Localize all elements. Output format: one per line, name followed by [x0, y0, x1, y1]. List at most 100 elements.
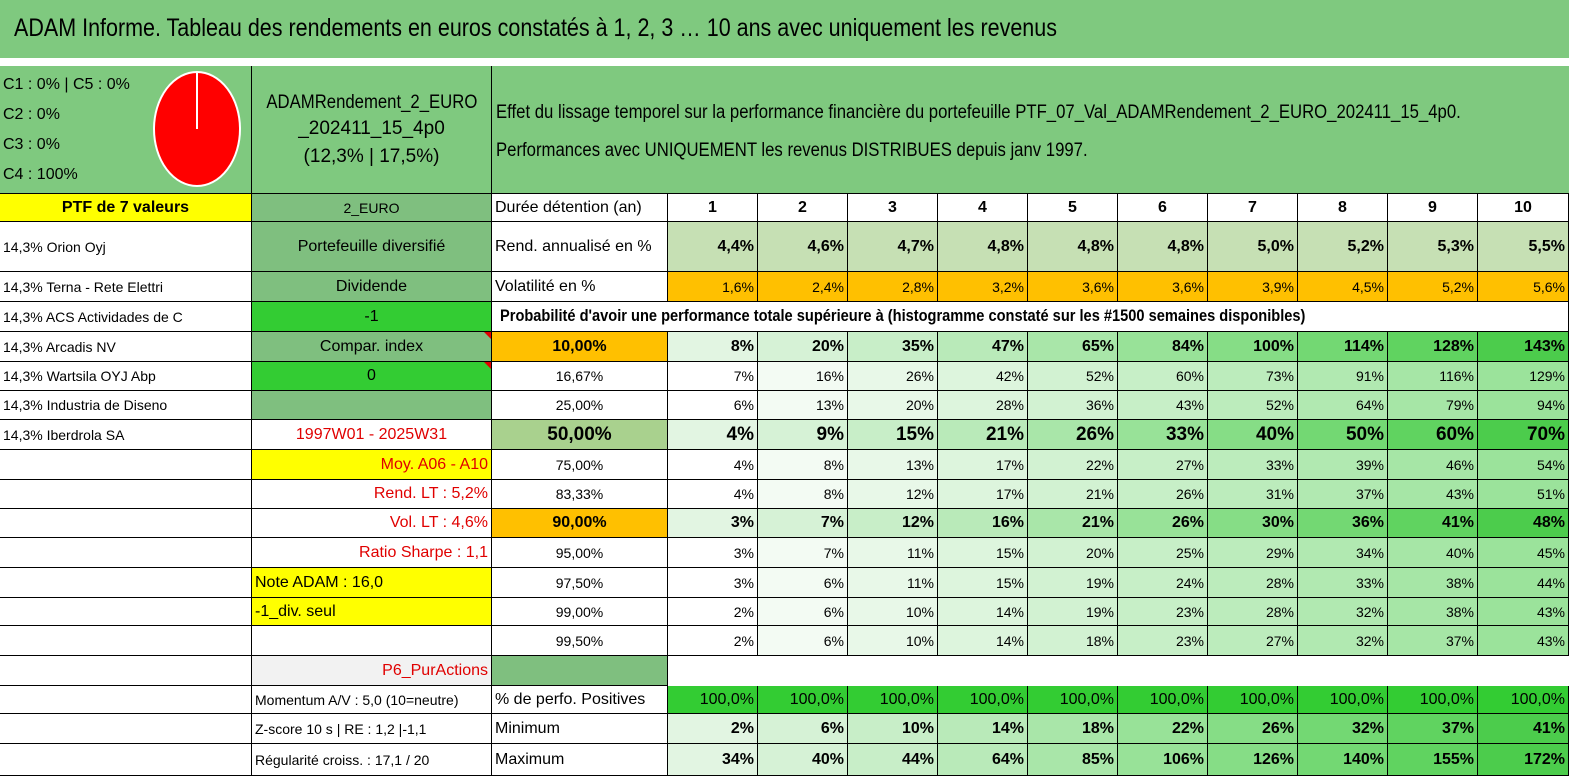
- quantile-value: 51%: [1478, 480, 1569, 509]
- quantile-value: 17%: [938, 450, 1028, 480]
- quantile-label-text: 25,00%: [555, 397, 604, 413]
- vol-value-text: 4,5%: [1352, 278, 1384, 295]
- vol-value: 3,2%: [938, 272, 1028, 302]
- rend-value: 4,7%: [848, 222, 938, 272]
- quantile-value-text: 84%: [1171, 337, 1204, 355]
- quantile-value: 8%: [668, 332, 758, 362]
- ratio-sharpe-text: Ratio Sharpe : 1,1: [359, 543, 488, 561]
- pos-value-text: 100,0%: [969, 690, 1024, 708]
- quantile-value: 143%: [1478, 332, 1569, 362]
- quantile-value: 10%: [848, 626, 938, 656]
- vol-label-text: Volatilité en %: [495, 277, 596, 295]
- year-header-text: 2: [798, 198, 807, 216]
- pos-value: 100,0%: [1478, 686, 1569, 714]
- quantile-value: 60%: [1118, 362, 1208, 391]
- rend-value-text: 4,6%: [807, 237, 844, 255]
- quantile-label-text: 90,00%: [552, 514, 607, 531]
- quantile-value-text: 4%: [733, 486, 754, 502]
- quantile-value: 36%: [1028, 391, 1118, 420]
- compar-index-text: Compar. index: [319, 337, 424, 355]
- quantile-value-text: 35%: [901, 337, 934, 355]
- quantile-value-text: 17%: [995, 486, 1024, 502]
- quantile-value-text: 26%: [1075, 423, 1114, 445]
- max-value: 34%: [668, 744, 758, 776]
- pos-value: 100,0%: [668, 686, 758, 714]
- quantile-value-text: 64%: [1355, 397, 1384, 413]
- quantile-value-text: 15%: [895, 423, 934, 445]
- quantile-value-text: 28%: [995, 397, 1024, 413]
- quantile-value-text: 18%: [1085, 632, 1114, 649]
- pos-value-text: 100,0%: [879, 690, 934, 708]
- rend-value: 5,0%: [1208, 222, 1298, 272]
- quantile-value-text: 45%: [1536, 544, 1565, 561]
- quantile-value: 28%: [1208, 598, 1298, 626]
- fund-stats: (12,3% | 17,5%): [303, 145, 440, 167]
- empty-left-cell: [0, 450, 252, 480]
- quantile-value-text: 11%: [907, 574, 934, 591]
- holding-row: 14,3% Terna - Rete Elettri: [0, 272, 252, 302]
- year-header-text: 7: [1248, 198, 1257, 216]
- quantile-value: 36%: [1298, 509, 1388, 538]
- quantile-value-text: 36%: [1351, 514, 1384, 531]
- quantile-value: 4%: [668, 450, 758, 480]
- quantile-value-text: 23%: [1175, 603, 1204, 620]
- quantile-label-text: 75,00%: [555, 456, 604, 473]
- max-value-text: 34%: [721, 750, 754, 768]
- quantile-value-text: 26%: [1175, 486, 1204, 502]
- quantile-value: 9%: [758, 420, 848, 450]
- portfolio-label-text: PTF de 7 valeurs: [61, 198, 190, 216]
- quantile-value-text: 43%: [1536, 603, 1565, 620]
- quantile-value: 18%: [1028, 626, 1118, 656]
- fund-name-block: ADAMRendement_2_EURO _202411_15_4p0 (12,…: [252, 66, 492, 194]
- blank-row: [668, 656, 1569, 686]
- fund-name-line1: ADAMRendement_2_EURO: [266, 91, 477, 113]
- quantile-value: 39%: [1298, 450, 1388, 480]
- pos-value-text: 100,0%: [1239, 690, 1294, 708]
- quantile-value: 8%: [758, 480, 848, 509]
- min-value-text: 2%: [730, 719, 754, 737]
- portfolio-label: PTF de 7 valeurs: [0, 194, 252, 222]
- quantile-value-text: 38%: [1445, 574, 1474, 591]
- moyenne-label-text: Moy. A06 - A10: [380, 455, 488, 473]
- quantile-value: 65%: [1028, 332, 1118, 362]
- holding-row: 14,3% ACS Actividades de C: [0, 302, 252, 332]
- quantile-value: 37%: [1388, 626, 1478, 656]
- quantile-value-text: 10%: [905, 603, 934, 620]
- max-value-text: 172%: [1524, 750, 1565, 768]
- quantile-value: 24%: [1118, 568, 1208, 598]
- rend-value: 4,4%: [668, 222, 758, 272]
- min-label: Minimum: [492, 714, 668, 744]
- quantile-value-text: 24%: [1175, 574, 1204, 591]
- quantile-value: 32%: [1298, 598, 1388, 626]
- holding-row-text: 14,3% Terna - Rete Elettri: [3, 278, 164, 295]
- quantile-value: 27%: [1118, 450, 1208, 480]
- quantile-value-text: 91%: [1355, 368, 1384, 384]
- quantile-value: 10%: [848, 598, 938, 626]
- rend-value: 5,2%: [1298, 222, 1388, 272]
- quantile-value-text: 7%: [823, 544, 844, 561]
- quantile-value: 25%: [1118, 538, 1208, 568]
- quantile-value: 21%: [938, 420, 1028, 450]
- quantile-value-text: 20%: [905, 397, 934, 413]
- quantile-value-text: 6%: [823, 603, 844, 620]
- quantile-value-text: 20%: [1085, 544, 1114, 561]
- quantile-value: 13%: [758, 391, 848, 420]
- quantile-value-text: 28%: [1265, 574, 1294, 591]
- quantile-value: 26%: [1028, 420, 1118, 450]
- holding-row: 14,3% Industria de Diseno: [0, 391, 252, 420]
- quantile-value: 40%: [1388, 538, 1478, 568]
- quantile-value-text: 143%: [1524, 337, 1565, 355]
- quantile-value: 4%: [668, 480, 758, 509]
- quantile-value: 128%: [1388, 332, 1478, 362]
- quantile-value: 7%: [758, 538, 848, 568]
- period-range-text: 1997W01 - 2025W31: [295, 425, 448, 443]
- vol-value: 3,9%: [1208, 272, 1298, 302]
- holding-row-text: 14,3% ACS Actividades de C: [3, 308, 183, 325]
- min-value: 6%: [758, 714, 848, 744]
- z-score-text: Z-score 10 s | RE : 1,2 |-1,1: [255, 720, 427, 737]
- quantile-label-text: 16,67%: [555, 368, 604, 384]
- vol-value-text: 3,6%: [1172, 278, 1204, 295]
- quantile-label: 16,67%: [492, 362, 668, 391]
- quantile-value-text: 8%: [730, 337, 754, 355]
- quantile-value: 52%: [1028, 362, 1118, 391]
